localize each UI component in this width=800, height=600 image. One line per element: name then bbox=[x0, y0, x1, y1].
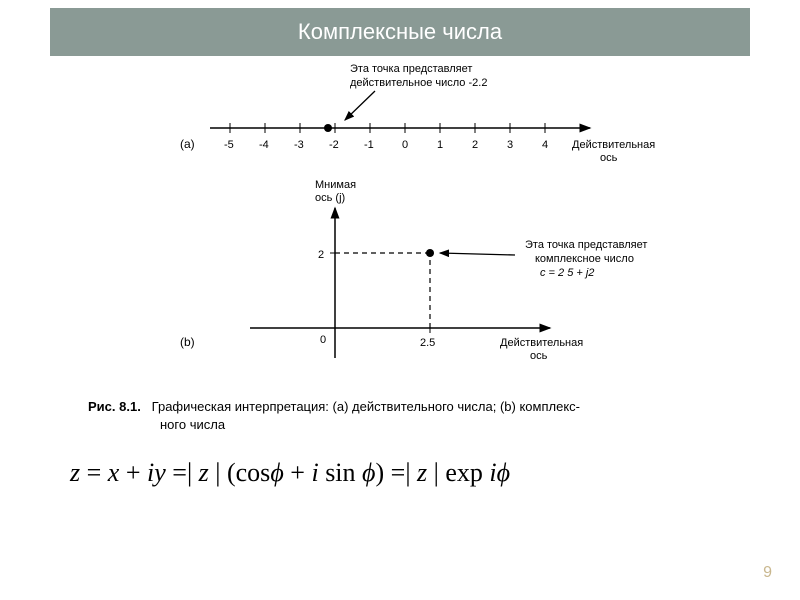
axis-imag-label2: ось (j) bbox=[315, 192, 345, 204]
svg-text:0: 0 bbox=[402, 139, 408, 151]
title-bar: Комплексные числа bbox=[50, 8, 750, 56]
tick-y2: 2 bbox=[318, 249, 324, 261]
svg-text:-4: -4 bbox=[259, 139, 269, 151]
annot-b-line1: Эта точка представляет bbox=[525, 239, 647, 251]
tick-origin: 0 bbox=[320, 334, 326, 346]
axis-a-label1: Действительная bbox=[572, 139, 655, 151]
svg-text:2: 2 bbox=[472, 139, 478, 151]
svg-text:-3: -3 bbox=[294, 139, 304, 151]
formula: z = x + iy =| z | (cosϕ + i sin ϕ) =| z … bbox=[70, 458, 510, 488]
figure-svg: Эта точка представляет действительное чи… bbox=[80, 58, 750, 388]
annot-a-line1: Эта точка представляет bbox=[350, 63, 472, 75]
svg-text:-1: -1 bbox=[364, 139, 374, 151]
label-a: (a) bbox=[180, 137, 195, 151]
title-text: Комплексные числа bbox=[298, 19, 502, 45]
axis-b-label2: ось bbox=[530, 350, 548, 362]
label-b: (b) bbox=[180, 335, 195, 349]
svg-text:-5: -5 bbox=[224, 139, 234, 151]
page-number: 9 bbox=[763, 564, 772, 582]
caption-text2: ного числа bbox=[160, 417, 225, 432]
axis-a-ticks: -5 -4 -3 -2 -1 0 1 2 3 4 bbox=[224, 123, 548, 151]
annot-a-arrow bbox=[345, 91, 375, 120]
point-a bbox=[324, 124, 332, 132]
figure-area: Эта точка представляет действительное чи… bbox=[80, 58, 750, 388]
annot-a-line2: действительное число -2.2 bbox=[350, 77, 487, 89]
tick-x25: 2.5 bbox=[420, 337, 435, 349]
axis-imag-label1: Мнимая bbox=[315, 179, 356, 191]
caption-text1: Графическая интерпретация: (a) действите… bbox=[152, 399, 580, 414]
axis-b-label1: Действительная bbox=[500, 337, 583, 349]
svg-text:-2: -2 bbox=[329, 139, 339, 151]
svg-text:4: 4 bbox=[542, 139, 548, 151]
figure-caption: Рис. 8.1. Графическая интерпретация: (a)… bbox=[88, 398, 748, 434]
point-b bbox=[426, 249, 434, 257]
annot-b-line2: комплексное число bbox=[535, 253, 634, 265]
annot-b-line3: c = 2 5 + j2 bbox=[540, 267, 594, 279]
axis-a-label2: ось bbox=[600, 152, 618, 164]
svg-text:3: 3 bbox=[507, 139, 513, 151]
annot-b-arrow bbox=[440, 253, 515, 255]
svg-text:1: 1 bbox=[437, 139, 443, 151]
caption-label: Рис. 8.1. bbox=[88, 399, 141, 414]
